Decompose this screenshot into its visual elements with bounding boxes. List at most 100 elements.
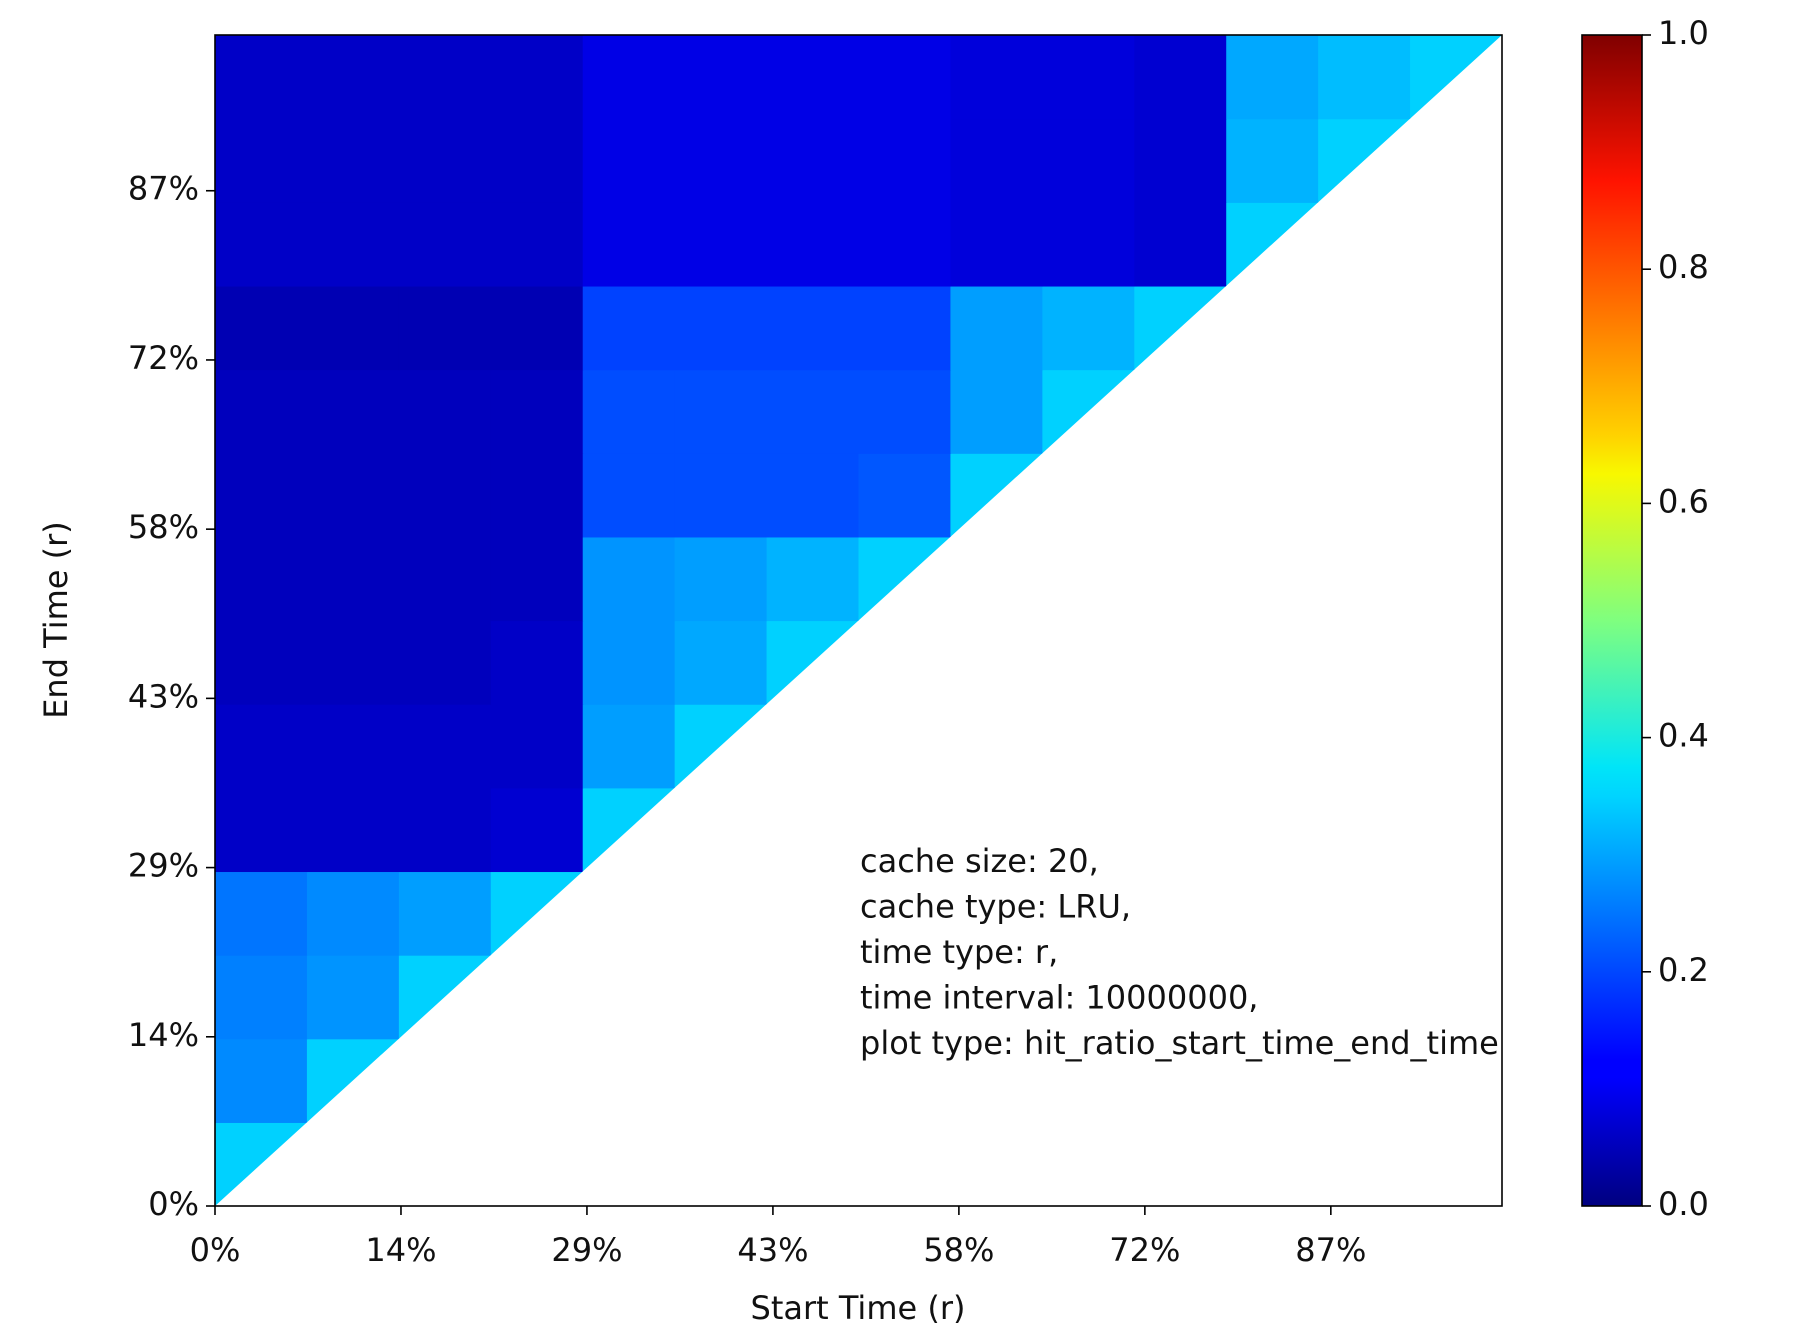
heatmap-cell [1134,118,1227,203]
heatmap-cell [215,369,308,454]
heatmap-cell [858,35,952,120]
heatmap-cell [1134,35,1227,120]
heatmap-cell [674,704,768,789]
heatmap-cell [766,536,860,622]
y-tick-label: 14% [128,1016,199,1054]
heatmap-cell [306,369,400,454]
heatmap-cell [306,620,400,705]
heatmap-cell [490,620,584,705]
heatmap-cell [950,285,1043,371]
x-tick-label: 14% [365,1231,436,1269]
heatmap-cell [1042,285,1135,371]
heatmap-cell [858,453,952,538]
heatmap-cell [766,453,860,538]
heatmap-cell [306,871,400,956]
x-tick-label: 0% [190,1231,241,1269]
heatmap-cell [398,202,492,287]
heatmap-cell [215,202,308,287]
heatmap-cell [306,536,400,622]
x-tick-label: 43% [737,1231,808,1269]
heatmap-cell [858,536,952,622]
y-tick-label: 43% [128,677,199,715]
heatmap-cell [674,202,768,287]
heatmap-cell [858,202,952,287]
heatmap-cell [398,871,492,956]
heatmap-cell [306,453,400,538]
heatmap-cell [398,704,492,789]
heatmap-cell [950,118,1043,203]
heatmap-cell [306,1038,400,1123]
heatmap-cell [1226,202,1319,287]
heatmap-cell [582,35,676,120]
heatmap-cell [766,118,860,203]
heatmap-cell [1318,118,1411,203]
heatmap-cell [215,1122,308,1206]
heatmap-cell [950,453,1043,538]
heatmap-cell [215,118,308,203]
annotation-line: cache size: 20, [860,842,1099,880]
heatmap-cell [490,536,584,622]
heatmap-cell [1226,35,1319,120]
y-tick-label: 0% [148,1185,199,1223]
heatmap-cell [215,704,308,789]
y-tick-label: 58% [128,508,199,546]
heatmap-cell [398,369,492,454]
heatmap-cell [490,202,584,287]
colorbar-tick-label: 1.0 [1658,14,1709,52]
heatmap-cell [858,369,952,454]
heatmap-cell [490,35,584,120]
heatmap-cell [766,620,860,705]
heatmap-cell [1226,118,1319,203]
heatmap-cell [306,118,400,203]
colorbar-tick-label: 0.8 [1658,248,1709,286]
heatmap-cell [215,787,308,873]
colorbar [1581,34,1643,1207]
heatmap-cell [398,787,492,873]
heatmap-cell [582,285,676,371]
heatmap-cell [582,536,676,622]
heatmap-cell [766,202,860,287]
heatmap-cell [582,118,676,203]
heatmap-cell [766,285,860,371]
heatmap-cell [215,536,308,622]
heatmap-cell [215,955,308,1040]
heatmap-cell [1134,285,1227,371]
heatmap-cell [490,871,584,956]
heatmap-cell [490,369,584,454]
plot-frame [214,34,1503,1207]
heatmap-cell [766,35,860,120]
heatmap-cell [215,620,308,705]
y-tick-label: 72% [128,339,199,377]
annotation-line: cache type: LRU, [860,888,1131,926]
y-tick-label: 29% [128,847,199,885]
heatmap-cell [1042,202,1135,287]
heatmap-cell [1042,369,1135,454]
heatmap-cell [1042,35,1135,120]
annotation-line: time type: r, [860,933,1058,971]
heatmap-cell [215,35,308,120]
heatmap-cell [398,453,492,538]
heatmap-cell [215,453,308,538]
heatmap-cell [766,369,860,454]
heatmap-cell [398,620,492,705]
heatmap-cell [306,35,400,120]
heatmap-cell [306,202,400,287]
heatmap-cell [215,1038,308,1123]
heatmap-cell [582,787,676,873]
heatmap-cell [582,453,676,538]
heatmap-cell [306,787,400,873]
x-tick-label: 87% [1295,1231,1366,1269]
heatmap-cell [398,285,492,371]
colorbar-tick-label: 0.6 [1658,482,1709,520]
colorbar-tick-label: 0.4 [1658,717,1709,755]
heatmap-cell [398,118,492,203]
heatmap-cell [490,453,584,538]
heatmap-cell [1134,202,1227,287]
x-tick-label: 29% [551,1231,622,1269]
heatmap-cell [306,285,400,371]
y-tick-label: 87% [128,170,199,208]
x-tick-label: 72% [1109,1231,1180,1269]
heatmap-cell [674,285,768,371]
heatmap-cell [674,453,768,538]
